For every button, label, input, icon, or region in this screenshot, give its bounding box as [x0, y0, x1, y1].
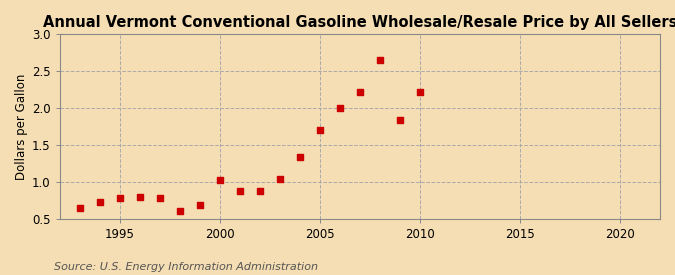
Point	[394, 117, 405, 122]
Point	[254, 189, 265, 194]
Title: Annual Vermont Conventional Gasoline Wholesale/Resale Price by All Sellers: Annual Vermont Conventional Gasoline Who…	[43, 15, 675, 30]
Point	[315, 128, 325, 132]
Point	[354, 90, 365, 95]
Point	[134, 194, 145, 199]
Text: Source: U.S. Energy Information Administration: Source: U.S. Energy Information Administ…	[54, 262, 318, 272]
Point	[194, 203, 205, 208]
Y-axis label: Dollars per Gallon: Dollars per Gallon	[15, 73, 28, 180]
Point	[335, 106, 346, 110]
Point	[74, 205, 85, 210]
Point	[215, 178, 225, 183]
Point	[414, 89, 425, 94]
Point	[275, 177, 286, 181]
Point	[375, 58, 385, 62]
Point	[294, 155, 305, 160]
Point	[95, 200, 105, 205]
Point	[234, 188, 245, 193]
Point	[174, 209, 185, 213]
Point	[115, 196, 126, 200]
Point	[155, 196, 165, 200]
